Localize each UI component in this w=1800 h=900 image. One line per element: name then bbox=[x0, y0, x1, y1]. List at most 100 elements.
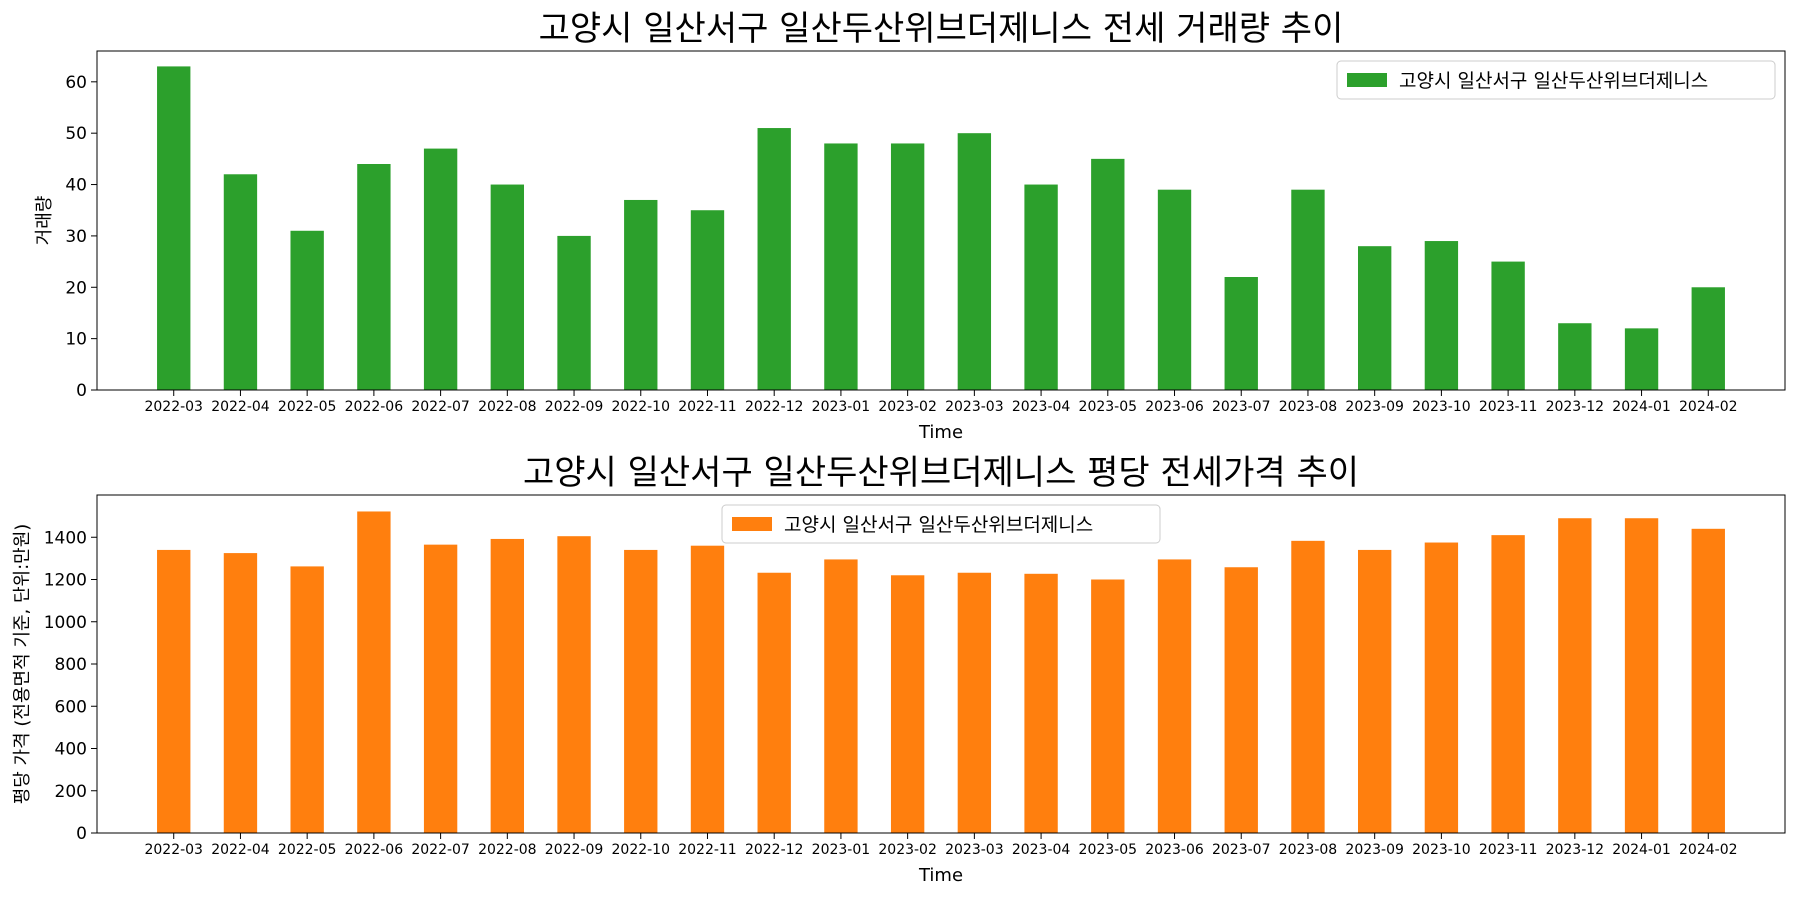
x-tick-label: 2022-12 bbox=[745, 842, 804, 858]
bar bbox=[757, 128, 791, 390]
x-axis: 2022-03 2022-04 2022-05 2022-06 2022-07 2022-… bbox=[144, 833, 1738, 858]
bar bbox=[690, 210, 725, 390]
bar bbox=[690, 545, 725, 833]
y-tick-label: 1200 bbox=[44, 571, 87, 591]
x-tick-label: 2024-02 bbox=[1679, 399, 1738, 415]
bar bbox=[957, 572, 992, 833]
bar bbox=[624, 549, 658, 833]
x-tick-label: 2023-12 bbox=[1546, 399, 1605, 415]
bar bbox=[157, 66, 191, 390]
legend-label: 고양시 일산서구 일산두산위브더제니스 bbox=[784, 514, 1093, 536]
x-axis-label: Time bbox=[918, 865, 963, 886]
legend: 고양시 일산서구 일산두산위브더제니스 bbox=[721, 504, 1161, 544]
bar bbox=[423, 148, 458, 390]
bar bbox=[890, 143, 925, 390]
x-tick-label: 2022-09 bbox=[545, 399, 604, 415]
y-tick-label: 200 bbox=[55, 782, 87, 802]
legend-swatch bbox=[1347, 73, 1387, 87]
y-axis: 0 10 20 30 40 50 60 bbox=[65, 73, 97, 401]
bar bbox=[490, 538, 525, 833]
x-tick-label: 2024-01 bbox=[1612, 842, 1671, 858]
x-tick-label: 2022-11 bbox=[678, 399, 737, 415]
x-tick-label: 2022-10 bbox=[612, 842, 671, 858]
bar bbox=[423, 544, 458, 833]
bar bbox=[1157, 189, 1192, 390]
bar bbox=[223, 174, 258, 390]
x-tick-label: 2022-06 bbox=[345, 842, 404, 858]
bar bbox=[1091, 579, 1125, 833]
bar bbox=[1624, 328, 1659, 390]
x-axis: 2022-03 2022-04 2022-05 2022-06 2022-07 2022-… bbox=[144, 390, 1738, 415]
x-tick-label: 2023-05 bbox=[1079, 399, 1138, 415]
x-tick-label: 2023-02 bbox=[878, 399, 937, 415]
x-tick-label: 2023-08 bbox=[1279, 399, 1338, 415]
x-tick-label: 2023-05 bbox=[1079, 842, 1138, 858]
bar-series bbox=[157, 66, 1725, 390]
x-tick-label: 2024-01 bbox=[1612, 399, 1671, 415]
y-tick-label: 600 bbox=[55, 697, 87, 717]
bar bbox=[1291, 540, 1325, 833]
y-tick-label: 1400 bbox=[44, 528, 87, 548]
y-tick-label: 40 bbox=[65, 176, 87, 196]
x-tick-label: 2022-06 bbox=[345, 399, 404, 415]
x-tick-label: 2022-09 bbox=[545, 842, 604, 858]
bar bbox=[223, 553, 258, 833]
y-tick-label: 1000 bbox=[44, 613, 87, 633]
bar bbox=[1624, 518, 1659, 833]
x-tick-label: 2023-11 bbox=[1479, 842, 1538, 858]
chart-panel-1: 고양시 일산서구 일산두산위브더제니스 전세 거래량 추이 0 10 20 30 40 50… bbox=[34, 9, 1786, 443]
legend-box bbox=[721, 504, 1161, 544]
bar bbox=[1224, 567, 1258, 833]
plot-frame bbox=[96, 494, 1786, 834]
x-tick-label: 2022-07 bbox=[411, 399, 470, 415]
x-tick-label: 2024-02 bbox=[1679, 842, 1738, 858]
bar-series bbox=[157, 511, 1725, 833]
bar bbox=[1491, 261, 1525, 390]
x-tick-label: 2022-05 bbox=[278, 842, 337, 858]
bar bbox=[557, 235, 591, 390]
legend-swatch bbox=[732, 517, 772, 531]
bar bbox=[1691, 528, 1725, 833]
x-tick-label: 2023-09 bbox=[1345, 399, 1404, 415]
bar bbox=[290, 566, 324, 833]
plot-frame bbox=[96, 50, 1786, 391]
x-tick-label: 2023-04 bbox=[1012, 842, 1071, 858]
bar bbox=[1024, 573, 1058, 833]
x-tick-label: 2023-12 bbox=[1546, 842, 1605, 858]
x-tick-label: 2022-11 bbox=[678, 842, 737, 858]
bar bbox=[1691, 287, 1725, 390]
x-tick-label: 2023-01 bbox=[812, 842, 871, 858]
bar bbox=[1024, 184, 1058, 390]
bar bbox=[357, 511, 391, 833]
bar bbox=[824, 559, 858, 833]
x-tick-label: 2022-12 bbox=[745, 399, 804, 415]
bar bbox=[957, 133, 992, 390]
y-tick-label: 60 bbox=[65, 73, 87, 93]
bar bbox=[1424, 542, 1459, 833]
bar bbox=[557, 536, 591, 833]
x-tick-label: 2023-11 bbox=[1479, 399, 1538, 415]
y-tick-label: 10 bbox=[65, 330, 87, 350]
bar bbox=[624, 199, 658, 390]
bar bbox=[357, 164, 391, 390]
legend-box bbox=[1336, 60, 1776, 100]
y-axis-label: 평당 가격 (전용면적 기준, 단위:만원) bbox=[12, 524, 33, 805]
x-tick-label: 2022-05 bbox=[278, 399, 337, 415]
x-tick-label: 2023-02 bbox=[878, 842, 937, 858]
chart-title: 고양시 일산서구 일산두산위브더제니스 평당 전세가격 추이 bbox=[523, 453, 1359, 493]
y-tick-label: 0 bbox=[76, 824, 87, 844]
chart-panel-2: 고양시 일산서구 일산두산위브더제니스 평당 전세가격 추이 0 200 400 600… bbox=[12, 453, 1786, 886]
chart-title: 고양시 일산서구 일산두산위브더제니스 전세 거래량 추이 bbox=[539, 9, 1344, 49]
bar bbox=[1424, 241, 1459, 390]
legend-label: 고양시 일산서구 일산두산위브더제니스 bbox=[1399, 70, 1708, 92]
x-tick-label: 2023-03 bbox=[945, 399, 1004, 415]
x-tick-label: 2022-08 bbox=[478, 399, 537, 415]
y-tick-label: 800 bbox=[55, 655, 87, 675]
x-tick-label: 2022-04 bbox=[211, 399, 270, 415]
x-tick-label: 2023-03 bbox=[945, 842, 1004, 858]
x-tick-label: 2023-06 bbox=[1145, 399, 1204, 415]
bar bbox=[1558, 323, 1592, 390]
bar bbox=[1491, 535, 1525, 833]
bar bbox=[1357, 549, 1392, 833]
